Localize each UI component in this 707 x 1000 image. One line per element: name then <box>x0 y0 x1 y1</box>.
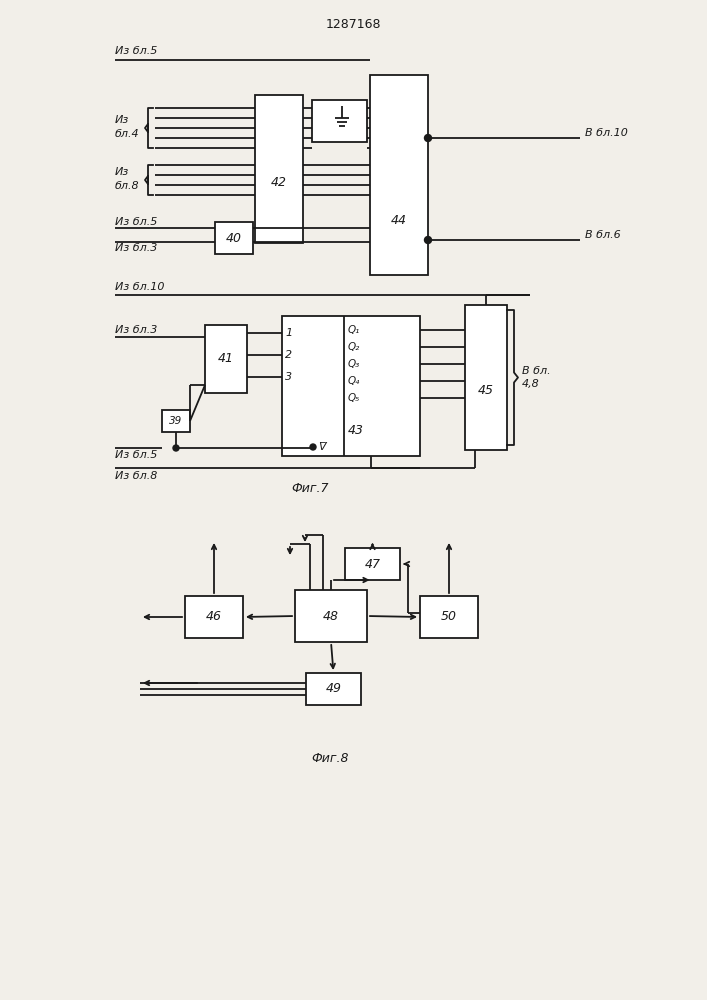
Bar <box>185 596 243 638</box>
Circle shape <box>310 444 316 450</box>
Circle shape <box>173 445 179 451</box>
Text: Фиг.7: Фиг.7 <box>291 482 329 494</box>
Text: Из бл.5: Из бл.5 <box>115 217 158 227</box>
Text: бл.4: бл.4 <box>115 129 139 139</box>
Text: 1: 1 <box>285 328 292 338</box>
Bar <box>465 305 507 450</box>
Text: Фиг.8: Фиг.8 <box>311 752 349 764</box>
Text: Из: Из <box>115 167 129 177</box>
Text: В бл.: В бл. <box>522 365 551 375</box>
Text: В бл.10: В бл.10 <box>585 128 628 138</box>
Text: 49: 49 <box>325 682 341 696</box>
Bar <box>420 596 478 638</box>
Bar <box>306 673 361 705</box>
Text: 39: 39 <box>170 416 182 426</box>
Text: Q₂: Q₂ <box>348 342 361 352</box>
Bar <box>295 590 367 642</box>
Text: Q₅: Q₅ <box>348 393 361 403</box>
Text: 41: 41 <box>218 353 234 365</box>
Text: 1287168: 1287168 <box>325 17 381 30</box>
Text: 48: 48 <box>323 609 339 622</box>
Text: 50: 50 <box>441 610 457 624</box>
Bar <box>312 100 367 142</box>
Text: Из бл.5: Из бл.5 <box>115 46 158 56</box>
Text: 44: 44 <box>391 214 407 227</box>
Bar <box>370 75 428 275</box>
Text: В бл.6: В бл.6 <box>585 230 621 240</box>
Text: 43: 43 <box>348 424 364 438</box>
Text: Из бл.8: Из бл.8 <box>115 471 158 481</box>
Bar <box>205 325 247 393</box>
Text: бл.8: бл.8 <box>115 181 139 191</box>
Text: Из бл.3: Из бл.3 <box>115 243 158 253</box>
Text: 40: 40 <box>226 232 242 244</box>
Text: 45: 45 <box>478 383 494 396</box>
Text: Q₁: Q₁ <box>348 325 361 335</box>
Text: 47: 47 <box>365 558 380 570</box>
Text: Из: Из <box>115 115 129 125</box>
Text: Q₄: Q₄ <box>348 376 361 386</box>
Text: 46: 46 <box>206 610 222 624</box>
Bar <box>255 95 303 243</box>
Bar <box>215 222 253 254</box>
Text: Из бл.5: Из бл.5 <box>115 450 158 460</box>
Text: Q₃: Q₃ <box>348 359 361 369</box>
Text: V̅: V̅ <box>318 442 326 452</box>
Bar <box>282 316 420 456</box>
Circle shape <box>424 236 431 243</box>
Bar <box>162 410 190 432</box>
Text: Из бл.10: Из бл.10 <box>115 282 165 292</box>
Bar <box>345 548 400 580</box>
Text: 3: 3 <box>285 372 292 382</box>
Text: 42: 42 <box>271 176 287 190</box>
Text: Из бл.3: Из бл.3 <box>115 325 158 335</box>
Circle shape <box>424 134 431 141</box>
Text: 2: 2 <box>285 350 292 360</box>
Text: 4,8: 4,8 <box>522 379 539 389</box>
